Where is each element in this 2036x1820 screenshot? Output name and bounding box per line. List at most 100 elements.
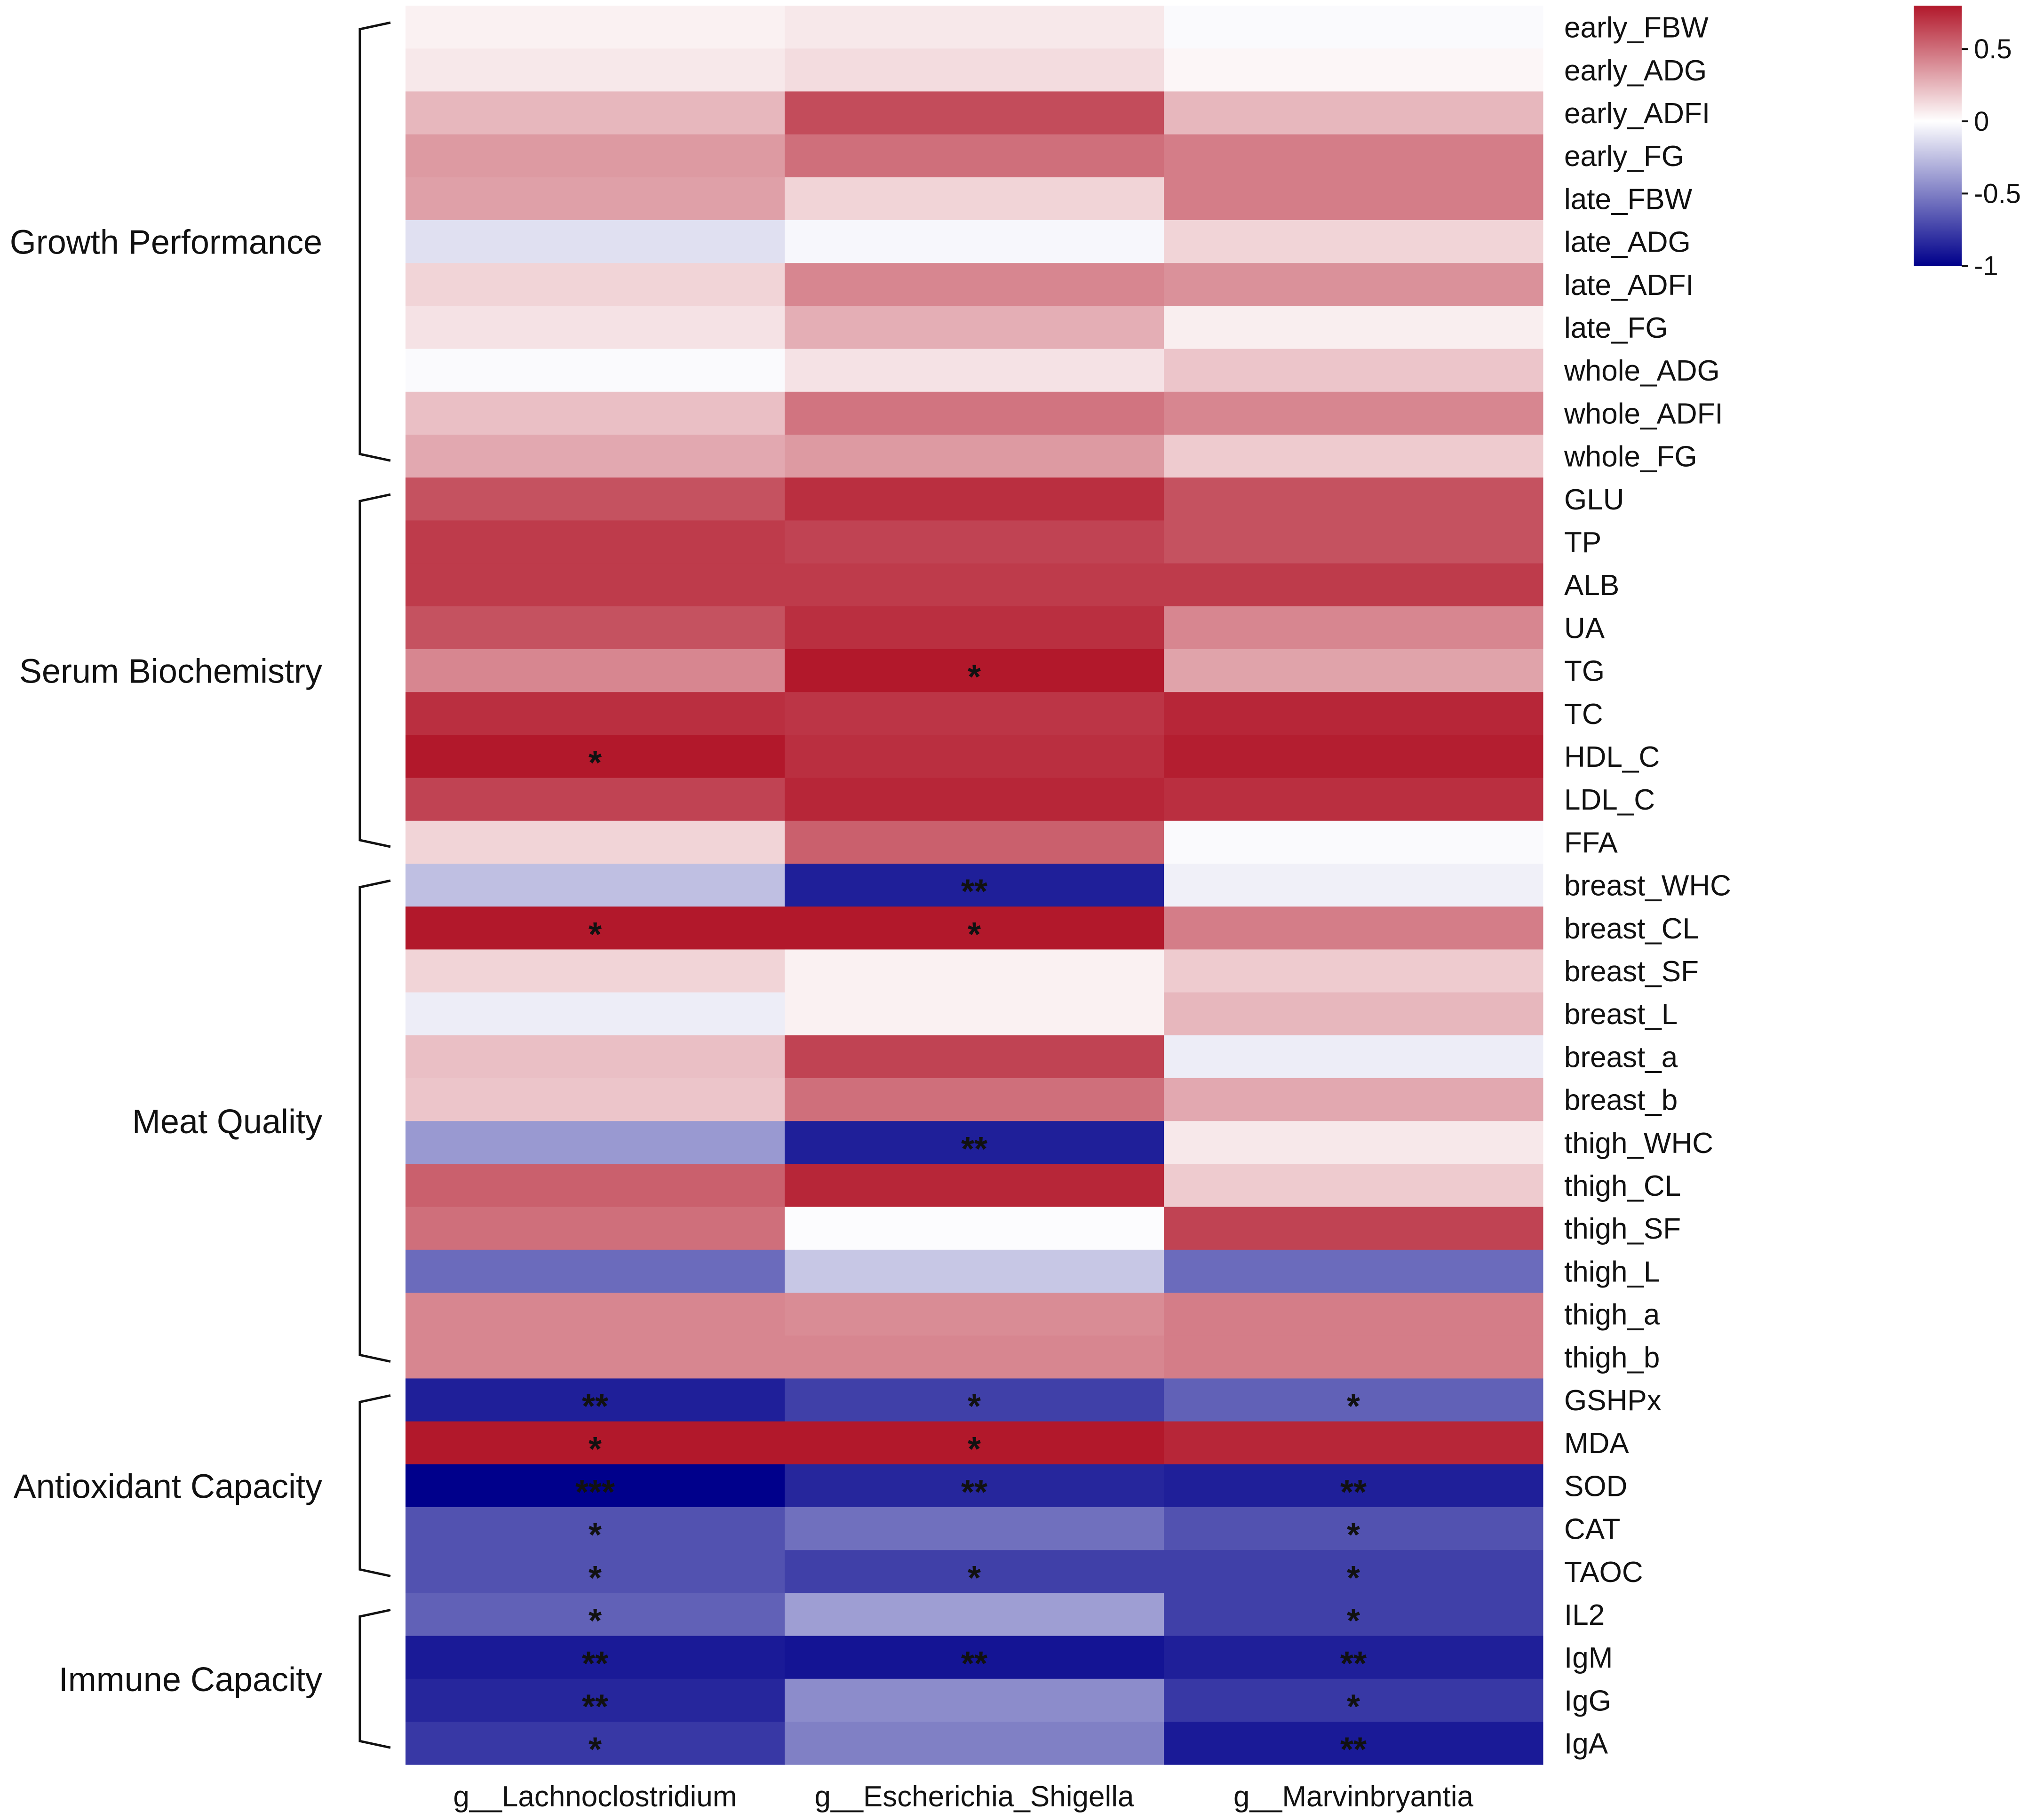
colorbar-tick-label: 0.5 xyxy=(1974,34,2012,64)
heatmap-cell xyxy=(406,1378,785,1422)
significance-marker: * xyxy=(968,916,981,954)
heatmap-cell xyxy=(1164,649,1543,692)
heatmap-cell xyxy=(785,1464,1164,1508)
heatmap-cell xyxy=(785,391,1164,435)
column-label: g__Escherichia_Shigella xyxy=(814,1780,1134,1813)
row-label: thigh_WHC xyxy=(1564,1127,1713,1160)
group-label: Serum Biochemistry xyxy=(19,653,322,691)
heatmap-cell xyxy=(785,649,1164,692)
row-label: thigh_SF xyxy=(1564,1213,1681,1245)
heatmap-cell xyxy=(406,906,785,950)
heatmap-cell xyxy=(406,477,785,521)
significance-marker: * xyxy=(968,1388,981,1425)
colorbar-tick-label: -1 xyxy=(1974,251,1998,281)
heatmap-cell xyxy=(1164,1678,1543,1722)
row-label: breast_WHC xyxy=(1564,870,1731,902)
heatmap-cell xyxy=(785,1636,1164,1679)
heatmap-cell xyxy=(406,1207,785,1250)
row-label: late_FG xyxy=(1564,312,1668,344)
row-label: early_ADG xyxy=(1564,55,1707,87)
heatmap-cell xyxy=(406,134,785,178)
group-label: Meat Quality xyxy=(132,1103,322,1141)
group-bracket xyxy=(358,1608,391,1749)
heatmap-cell xyxy=(785,91,1164,135)
heatmap-cell xyxy=(406,1550,785,1593)
row-label: thigh_b xyxy=(1564,1342,1660,1374)
heatmap-cell xyxy=(406,177,785,221)
row-label: LDL_C xyxy=(1564,784,1655,816)
heatmap-cell xyxy=(785,1078,1164,1121)
significance-marker: ** xyxy=(961,1473,987,1511)
heatmap-cell xyxy=(785,735,1164,779)
heatmap-cell xyxy=(406,992,785,1036)
row-label: whole_ADG xyxy=(1564,355,1720,387)
heatmap-cell xyxy=(406,1593,785,1637)
heatmap-cell xyxy=(785,778,1164,821)
heatmap-cell xyxy=(1164,1636,1543,1679)
heatmap-cell xyxy=(406,649,785,692)
heatmap-cell xyxy=(406,735,785,779)
row-label: late_ADG xyxy=(1564,226,1691,259)
heatmap-cell xyxy=(406,391,785,435)
row-label: GSHPx xyxy=(1564,1384,1662,1417)
heatmap-cell xyxy=(406,220,785,263)
heatmap-cell xyxy=(785,906,1164,950)
heatmap-cell xyxy=(1164,692,1543,735)
row-label: UA xyxy=(1564,612,1605,644)
heatmap-cell xyxy=(406,48,785,92)
heatmap-cell xyxy=(406,520,785,564)
heatmap-cell xyxy=(785,477,1164,521)
column-label: g__Lachnoclostridium xyxy=(453,1780,737,1813)
heatmap-cell xyxy=(406,864,785,907)
heatmap-cell xyxy=(1164,820,1543,864)
heatmap-cell xyxy=(406,1121,785,1164)
heatmap-cell xyxy=(1164,6,1543,49)
heatmap-cell xyxy=(1164,1507,1543,1550)
row-label: whole_FG xyxy=(1564,441,1697,473)
significance-marker: * xyxy=(1347,1517,1360,1554)
heatmap-cell xyxy=(1164,1207,1543,1250)
row-label: ALB xyxy=(1564,569,1619,602)
heatmap-cell xyxy=(406,1335,785,1379)
row-label: IgG xyxy=(1564,1685,1611,1717)
heatmap-cell xyxy=(1164,177,1543,221)
heatmap-cell xyxy=(785,48,1164,92)
group-label: Antioxidant Capacity xyxy=(14,1468,322,1505)
heatmap-cell xyxy=(1164,1335,1543,1379)
heatmap-cell xyxy=(406,949,785,993)
row-label: HDL_C xyxy=(1564,741,1660,773)
row-label: IgA xyxy=(1564,1728,1608,1760)
heatmap-cell xyxy=(1164,1421,1543,1465)
heatmap-cell xyxy=(1164,1722,1543,1765)
row-label: early_FBW xyxy=(1564,12,1709,44)
heatmap-cell xyxy=(1164,48,1543,92)
heatmap-cell xyxy=(406,91,785,135)
heatmap-cell xyxy=(1164,1121,1543,1164)
group-bracket xyxy=(358,21,391,462)
colorbar-ticks: 0.5 0 -0.5 -1 xyxy=(1962,34,2021,281)
heatmap-cell xyxy=(1164,1293,1543,1336)
heatmap-cell xyxy=(785,1035,1164,1079)
group-bracket xyxy=(358,879,391,1363)
colorbar-tick-label: 0 xyxy=(1974,106,1989,137)
heatmap-cell xyxy=(785,520,1164,564)
heatmap-cell xyxy=(406,1293,785,1336)
heatmap-cells xyxy=(406,6,1543,1765)
colorbar-tick-label: -0.5 xyxy=(1974,178,2021,209)
significance-marker: * xyxy=(1347,1388,1360,1425)
heatmap-cell xyxy=(1164,391,1543,435)
heatmap-cell xyxy=(785,1550,1164,1593)
heatmap-cell xyxy=(785,1249,1164,1293)
row-label: breast_L xyxy=(1564,998,1678,1031)
heatmap-cell xyxy=(785,1593,1164,1637)
heatmap-cell xyxy=(1164,1550,1543,1593)
row-label: early_ADFI xyxy=(1564,97,1710,130)
heatmap-cell xyxy=(785,820,1164,864)
heatmap-cell xyxy=(785,263,1164,306)
heatmap-cell xyxy=(785,134,1164,178)
significance-marker: * xyxy=(589,1517,602,1554)
significance-marker: ** xyxy=(1340,1645,1367,1683)
heatmap-cell xyxy=(1164,1035,1543,1079)
heatmap-cell xyxy=(1164,949,1543,993)
heatmap-cell xyxy=(1164,1593,1543,1637)
